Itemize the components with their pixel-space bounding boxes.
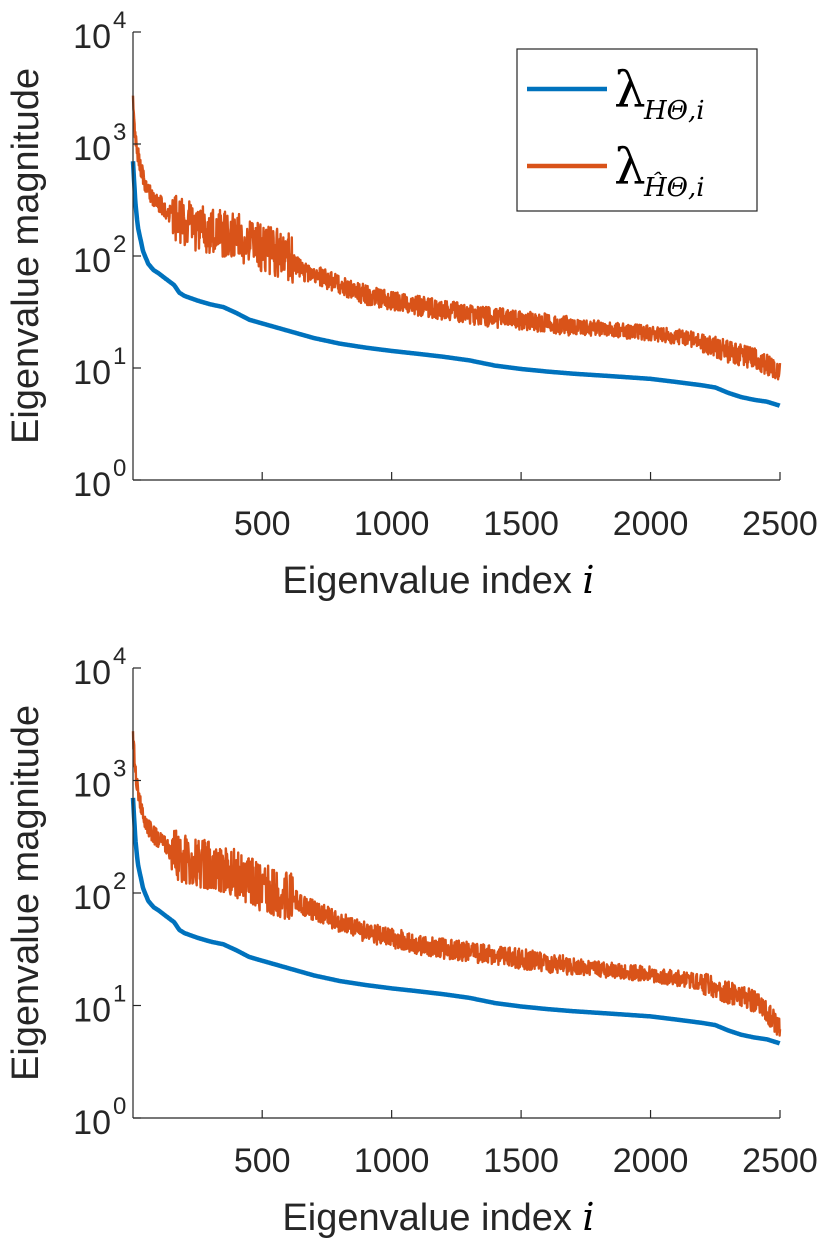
x-tick-label: 2000 xyxy=(613,1142,689,1180)
x-tick-label: 1500 xyxy=(483,505,559,543)
x-tick-label: 1000 xyxy=(354,505,430,543)
y-tick-label: 10 xyxy=(73,767,111,805)
legend-label-2: λ xyxy=(614,138,646,196)
x-tick-label: 1000 xyxy=(354,1142,430,1180)
x-axis-label: Eigenvalue index i xyxy=(282,558,594,602)
legend-subscript-2: ĤΘ,i xyxy=(643,171,705,203)
y-tick-label: 10 xyxy=(73,354,111,392)
x-tick-label: 2000 xyxy=(613,505,689,543)
x-tick-label: 500 xyxy=(234,505,291,543)
y-tick-exponent: 0 xyxy=(113,1093,126,1120)
series-line-1 xyxy=(130,797,782,1046)
y-tick-label: 10 xyxy=(73,1104,111,1142)
y-tick-label: 10 xyxy=(73,242,111,280)
y-tick-exponent: 0 xyxy=(113,455,126,482)
y-tick-exponent: 1 xyxy=(113,981,126,1008)
series-line-2 xyxy=(131,731,782,1037)
x-axis-label: Eigenvalue index i xyxy=(282,1195,594,1239)
y-tick-exponent: 1 xyxy=(113,343,126,370)
legend-label-1: λ xyxy=(614,61,646,119)
y-tick-label: 10 xyxy=(73,654,111,692)
y-tick-exponent: 4 xyxy=(113,7,126,34)
y-tick-label: 10 xyxy=(73,992,111,1030)
x-tick-label: 1500 xyxy=(483,1142,559,1180)
series-line-1 xyxy=(130,161,782,408)
y-tick-exponent: 3 xyxy=(113,756,126,783)
x-axis-label-math: i xyxy=(582,1195,594,1239)
y-tick-label: 10 xyxy=(73,879,111,917)
x-tick-label: 2500 xyxy=(742,1142,818,1180)
legend-subscript-1: HΘ,i xyxy=(643,96,705,126)
series-line-2 xyxy=(131,95,782,381)
y-tick-exponent: 4 xyxy=(113,643,126,670)
y-tick-exponent: 2 xyxy=(113,231,126,258)
x-axis-label-math: i xyxy=(582,558,594,602)
x-tick-label: 2500 xyxy=(742,505,818,543)
y-axis-label: Eigenvalue magnitude xyxy=(5,68,47,444)
legend-box xyxy=(516,48,758,212)
y-axis-label: Eigenvalue magnitude xyxy=(5,705,47,1081)
x-tick-label: 500 xyxy=(234,1142,291,1180)
y-tick-exponent: 3 xyxy=(113,119,126,146)
y-tick-exponent: 2 xyxy=(113,868,126,895)
y-tick-label: 10 xyxy=(73,18,111,56)
y-tick-label: 10 xyxy=(73,466,111,504)
y-tick-label: 10 xyxy=(73,130,111,168)
